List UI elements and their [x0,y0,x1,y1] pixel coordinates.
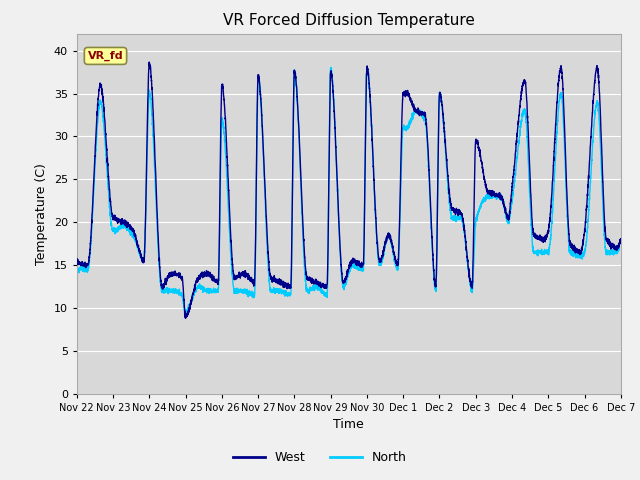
Legend: West, North: West, North [228,446,412,469]
Title: VR Forced Diffusion Temperature: VR Forced Diffusion Temperature [223,13,475,28]
X-axis label: Time: Time [333,418,364,431]
Y-axis label: Temperature (C): Temperature (C) [35,163,48,264]
Text: VR_fd: VR_fd [88,51,124,61]
